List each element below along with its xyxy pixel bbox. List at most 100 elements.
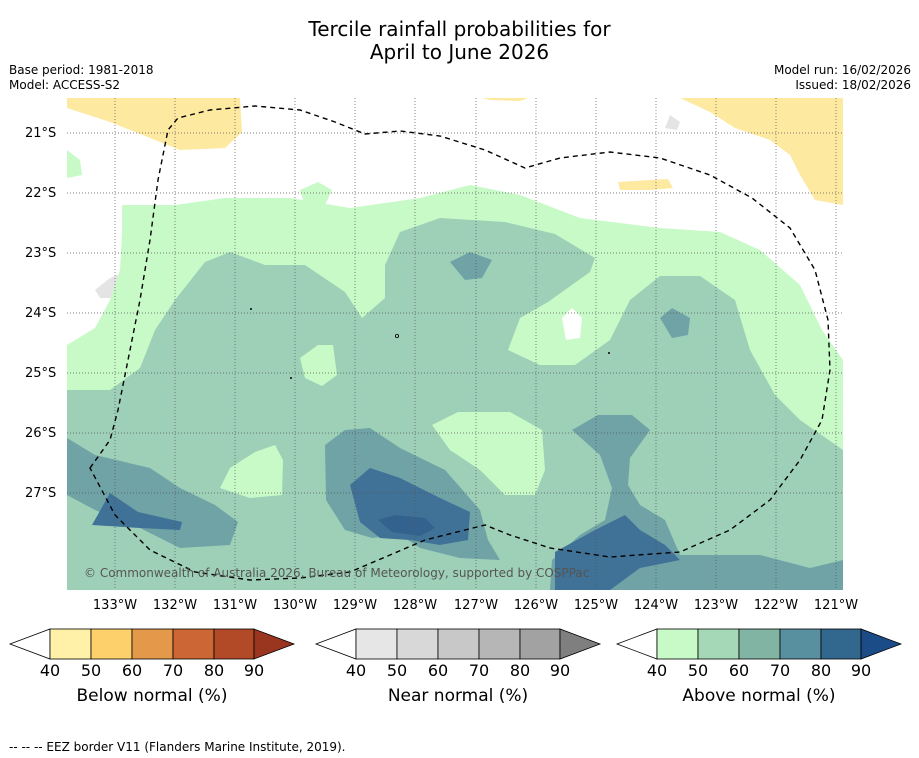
cbar-below-swatch bbox=[49, 628, 92, 660]
lon-label: 131°W bbox=[212, 598, 258, 613]
island-marker bbox=[608, 352, 610, 354]
cbar-tick: 40 bbox=[345, 661, 367, 680]
cbar-tick: 90 bbox=[243, 661, 265, 680]
cbar-near-swatch bbox=[437, 628, 480, 660]
above-normal-40-50 bbox=[300, 345, 337, 386]
above-normal-70-80 bbox=[555, 515, 680, 590]
above-normal-40-50 bbox=[300, 182, 332, 205]
lon-label: 121°W bbox=[813, 598, 859, 613]
above-normal-50-60 bbox=[67, 218, 843, 590]
colorbar-near-normal bbox=[314, 628, 602, 660]
cbar-tick: 60 bbox=[121, 661, 143, 680]
cbar-tick: 70 bbox=[769, 661, 791, 680]
lat-label: 24°S bbox=[25, 306, 57, 321]
cbar-near-extend-low bbox=[314, 628, 357, 660]
cbar-near-swatch bbox=[355, 628, 398, 660]
cbar-tick: 40 bbox=[39, 661, 61, 680]
below-normal-label: Below normal (%) bbox=[76, 686, 228, 706]
cbar-above-extend-low bbox=[615, 628, 658, 660]
above-normal-label: Above normal (%) bbox=[682, 686, 836, 706]
cbar-tick: 60 bbox=[427, 661, 449, 680]
cbar-tick: 80 bbox=[203, 661, 225, 680]
cbar-tick: 50 bbox=[386, 661, 408, 680]
title-line-2: April to June 2026 bbox=[369, 40, 550, 64]
cbar-tick: 60 bbox=[728, 661, 750, 680]
below-normal-patch bbox=[680, 98, 843, 205]
island-marker bbox=[394, 333, 399, 338]
lon-label: 132°W bbox=[152, 598, 198, 613]
cbar-above-swatch bbox=[656, 628, 699, 660]
cbar-tick: 50 bbox=[80, 661, 102, 680]
cbar-near-extend-high bbox=[559, 628, 602, 660]
lon-label: 123°W bbox=[693, 598, 739, 613]
above-normal-60-70 bbox=[67, 438, 238, 548]
cbar-near-swatch bbox=[478, 628, 521, 660]
lon-label: 129°W bbox=[332, 598, 378, 613]
cbar-tick: 50 bbox=[687, 661, 709, 680]
cbar-tick: 90 bbox=[850, 661, 872, 680]
cbar-above-swatch bbox=[738, 628, 781, 660]
lat-label: 27°S bbox=[25, 486, 57, 501]
cbar-below-swatch bbox=[213, 628, 255, 660]
lat-label: 21°S bbox=[25, 126, 57, 141]
model-name: Model: ACCESS-S2 bbox=[9, 78, 121, 92]
below-normal-patch bbox=[482, 98, 528, 101]
lat-label: 25°S bbox=[25, 366, 57, 381]
cbar-tick: 40 bbox=[646, 661, 668, 680]
below-normal-patch bbox=[67, 98, 242, 150]
lat-label: 26°S bbox=[25, 426, 57, 441]
lon-label: 130°W bbox=[272, 598, 318, 613]
above-normal-40-50 bbox=[220, 445, 283, 498]
title-line-1: Tercile rainfall probabilities for bbox=[308, 17, 611, 41]
lon-label: 128°W bbox=[392, 598, 438, 613]
lon-label: 125°W bbox=[573, 598, 619, 613]
lat-label: 22°S bbox=[25, 186, 57, 201]
lon-label: 122°W bbox=[753, 598, 799, 613]
lon-label: 133°W bbox=[92, 598, 138, 613]
below-normal-patch bbox=[618, 179, 673, 190]
above-normal-70-80 bbox=[92, 493, 182, 530]
above-normal-80-90 bbox=[378, 515, 435, 536]
cbar-above-swatch bbox=[820, 628, 862, 660]
cbar-tick: 70 bbox=[468, 661, 490, 680]
cbar-below-swatch bbox=[90, 628, 133, 660]
cbar-above-swatch bbox=[779, 628, 822, 660]
colorbars bbox=[8, 628, 903, 660]
near-normal-patch bbox=[665, 115, 680, 130]
cbar-above-extend-high bbox=[860, 628, 903, 660]
cbar-above-swatch bbox=[697, 628, 740, 660]
above-normal-40-50 bbox=[67, 150, 82, 178]
meta-right: Model run: 16/02/2026 Issued: 18/02/2026 bbox=[774, 63, 911, 93]
eez-border bbox=[89, 105, 831, 581]
cbar-below-swatch bbox=[131, 628, 174, 660]
cbar-tick: 70 bbox=[162, 661, 184, 680]
island-marker bbox=[250, 308, 252, 310]
above-normal-60-70 bbox=[450, 252, 492, 280]
cbar-below-extend-high bbox=[253, 628, 296, 660]
eez-legend-note: -- -- -- EEZ border V11 (Flanders Marine… bbox=[9, 740, 346, 754]
lon-label: 126°W bbox=[513, 598, 559, 613]
cbar-near-swatch bbox=[519, 628, 561, 660]
lon-label: 127°W bbox=[453, 598, 499, 613]
near-normal-label: Near normal (%) bbox=[387, 686, 529, 706]
above-normal-60-70 bbox=[660, 308, 690, 338]
above-normal-70-80 bbox=[350, 468, 470, 545]
map-title: Tercile rainfall probabilities for April… bbox=[0, 18, 919, 64]
island-marker bbox=[290, 377, 292, 379]
cbar-tick: 90 bbox=[549, 661, 571, 680]
no-signal-area bbox=[562, 308, 582, 340]
cbar-below-extend-low bbox=[8, 628, 51, 660]
grid-lines bbox=[67, 98, 843, 590]
colorbar-above-normal bbox=[615, 628, 903, 660]
cbar-tick: 80 bbox=[810, 661, 832, 680]
no-signal-area bbox=[92, 232, 120, 262]
cbar-near-swatch bbox=[396, 628, 439, 660]
cbar-below-swatch bbox=[172, 628, 215, 660]
lon-label: 124°W bbox=[633, 598, 679, 613]
meta-left: Base period: 1981-2018 Model: ACCESS-S2 bbox=[9, 63, 154, 93]
lat-label: 23°S bbox=[25, 246, 57, 261]
model-run: Model run: 16/02/2026 bbox=[773, 63, 911, 77]
base-period: Base period: 1981-2018 bbox=[9, 63, 154, 77]
issued-date: Issued: 18/02/2026 bbox=[795, 78, 911, 92]
